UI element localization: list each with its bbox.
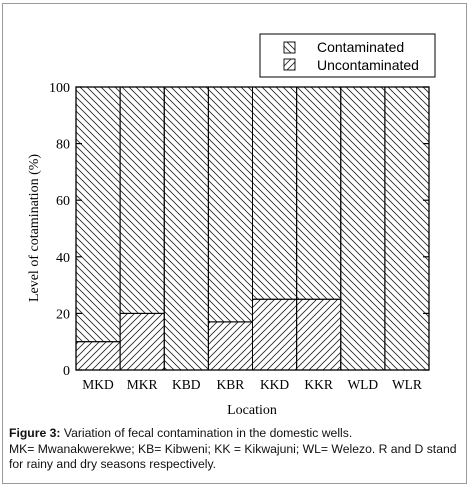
bar-contaminated-wlr [384, 86, 430, 371]
x-tick-label-kkd: KKD [260, 377, 289, 392]
legend: Contaminated Uncontaminated [259, 33, 436, 78]
x-tick-label-kkr: KKR [304, 377, 333, 392]
y-tick-label: 60 [56, 194, 70, 209]
legend-label-contaminated: Contaminated [317, 39, 404, 55]
legend-swatch-contaminated [283, 41, 296, 54]
x-tick-label-kbr: KBR [217, 377, 245, 392]
caption-title: Variation of fecal contamination in the … [60, 426, 353, 440]
y-tick-label: 40 [56, 251, 70, 266]
plot-area-border [75, 86, 430, 371]
bar-uncontaminated-kkd [252, 298, 298, 371]
x-tick-label-mkd: MKD [82, 377, 114, 392]
bar-uncontaminated-mkd [75, 341, 121, 371]
bar-uncontaminated-mkr [119, 312, 165, 371]
bar-uncontaminated-kkr [296, 298, 342, 371]
legend-label-uncontaminated: Uncontaminated [317, 57, 419, 73]
x-tick-label-wlr: WLR [392, 377, 422, 392]
x-tick-label-kbd: KBD [172, 377, 201, 392]
bar-contaminated-kbd [163, 86, 209, 371]
bar-dividers [119, 87, 386, 370]
y-axis: 0 20 40 60 80 100 [49, 81, 429, 379]
x-tick-label-wld: WLD [347, 377, 378, 392]
x-tick-label-mkr: MKR [127, 377, 158, 392]
y-axis-title: Level of cotamination (%) [27, 154, 42, 302]
bar-contaminated-mkr [119, 86, 165, 314]
bar-contaminated-kbr [207, 86, 253, 323]
bars-group [75, 86, 430, 371]
caption-label: Figure 3: [9, 426, 61, 440]
bar-chart: 0 20 40 60 80 100 MKD MKR KBD KBR KKD KKR WLD WLR Lo… [27, 33, 436, 418]
bar-contaminated-kkd [252, 86, 298, 300]
bar-contaminated-kkr [296, 86, 342, 300]
bar-contaminated-mkd [75, 86, 121, 343]
bar-uncontaminated-kbr [207, 321, 253, 371]
figure-caption: Figure 3: Variation of fecal contaminati… [9, 426, 461, 473]
bar-contaminated-wld [340, 86, 386, 371]
x-axis-title: Location [227, 403, 277, 418]
y-tick-label: 0 [63, 364, 70, 379]
x-axis: MKD MKR KBD KBR KKD KKR WLD WLR [82, 377, 422, 392]
y-tick-label: 20 [56, 307, 70, 322]
caption-note: MK= Mwanakwerekwe; KB= Kibweni; KK = Kik… [9, 441, 457, 472]
y-tick-label: 100 [49, 81, 70, 96]
legend-swatch-uncontaminated [283, 58, 296, 71]
y-tick-label: 80 [56, 138, 70, 153]
